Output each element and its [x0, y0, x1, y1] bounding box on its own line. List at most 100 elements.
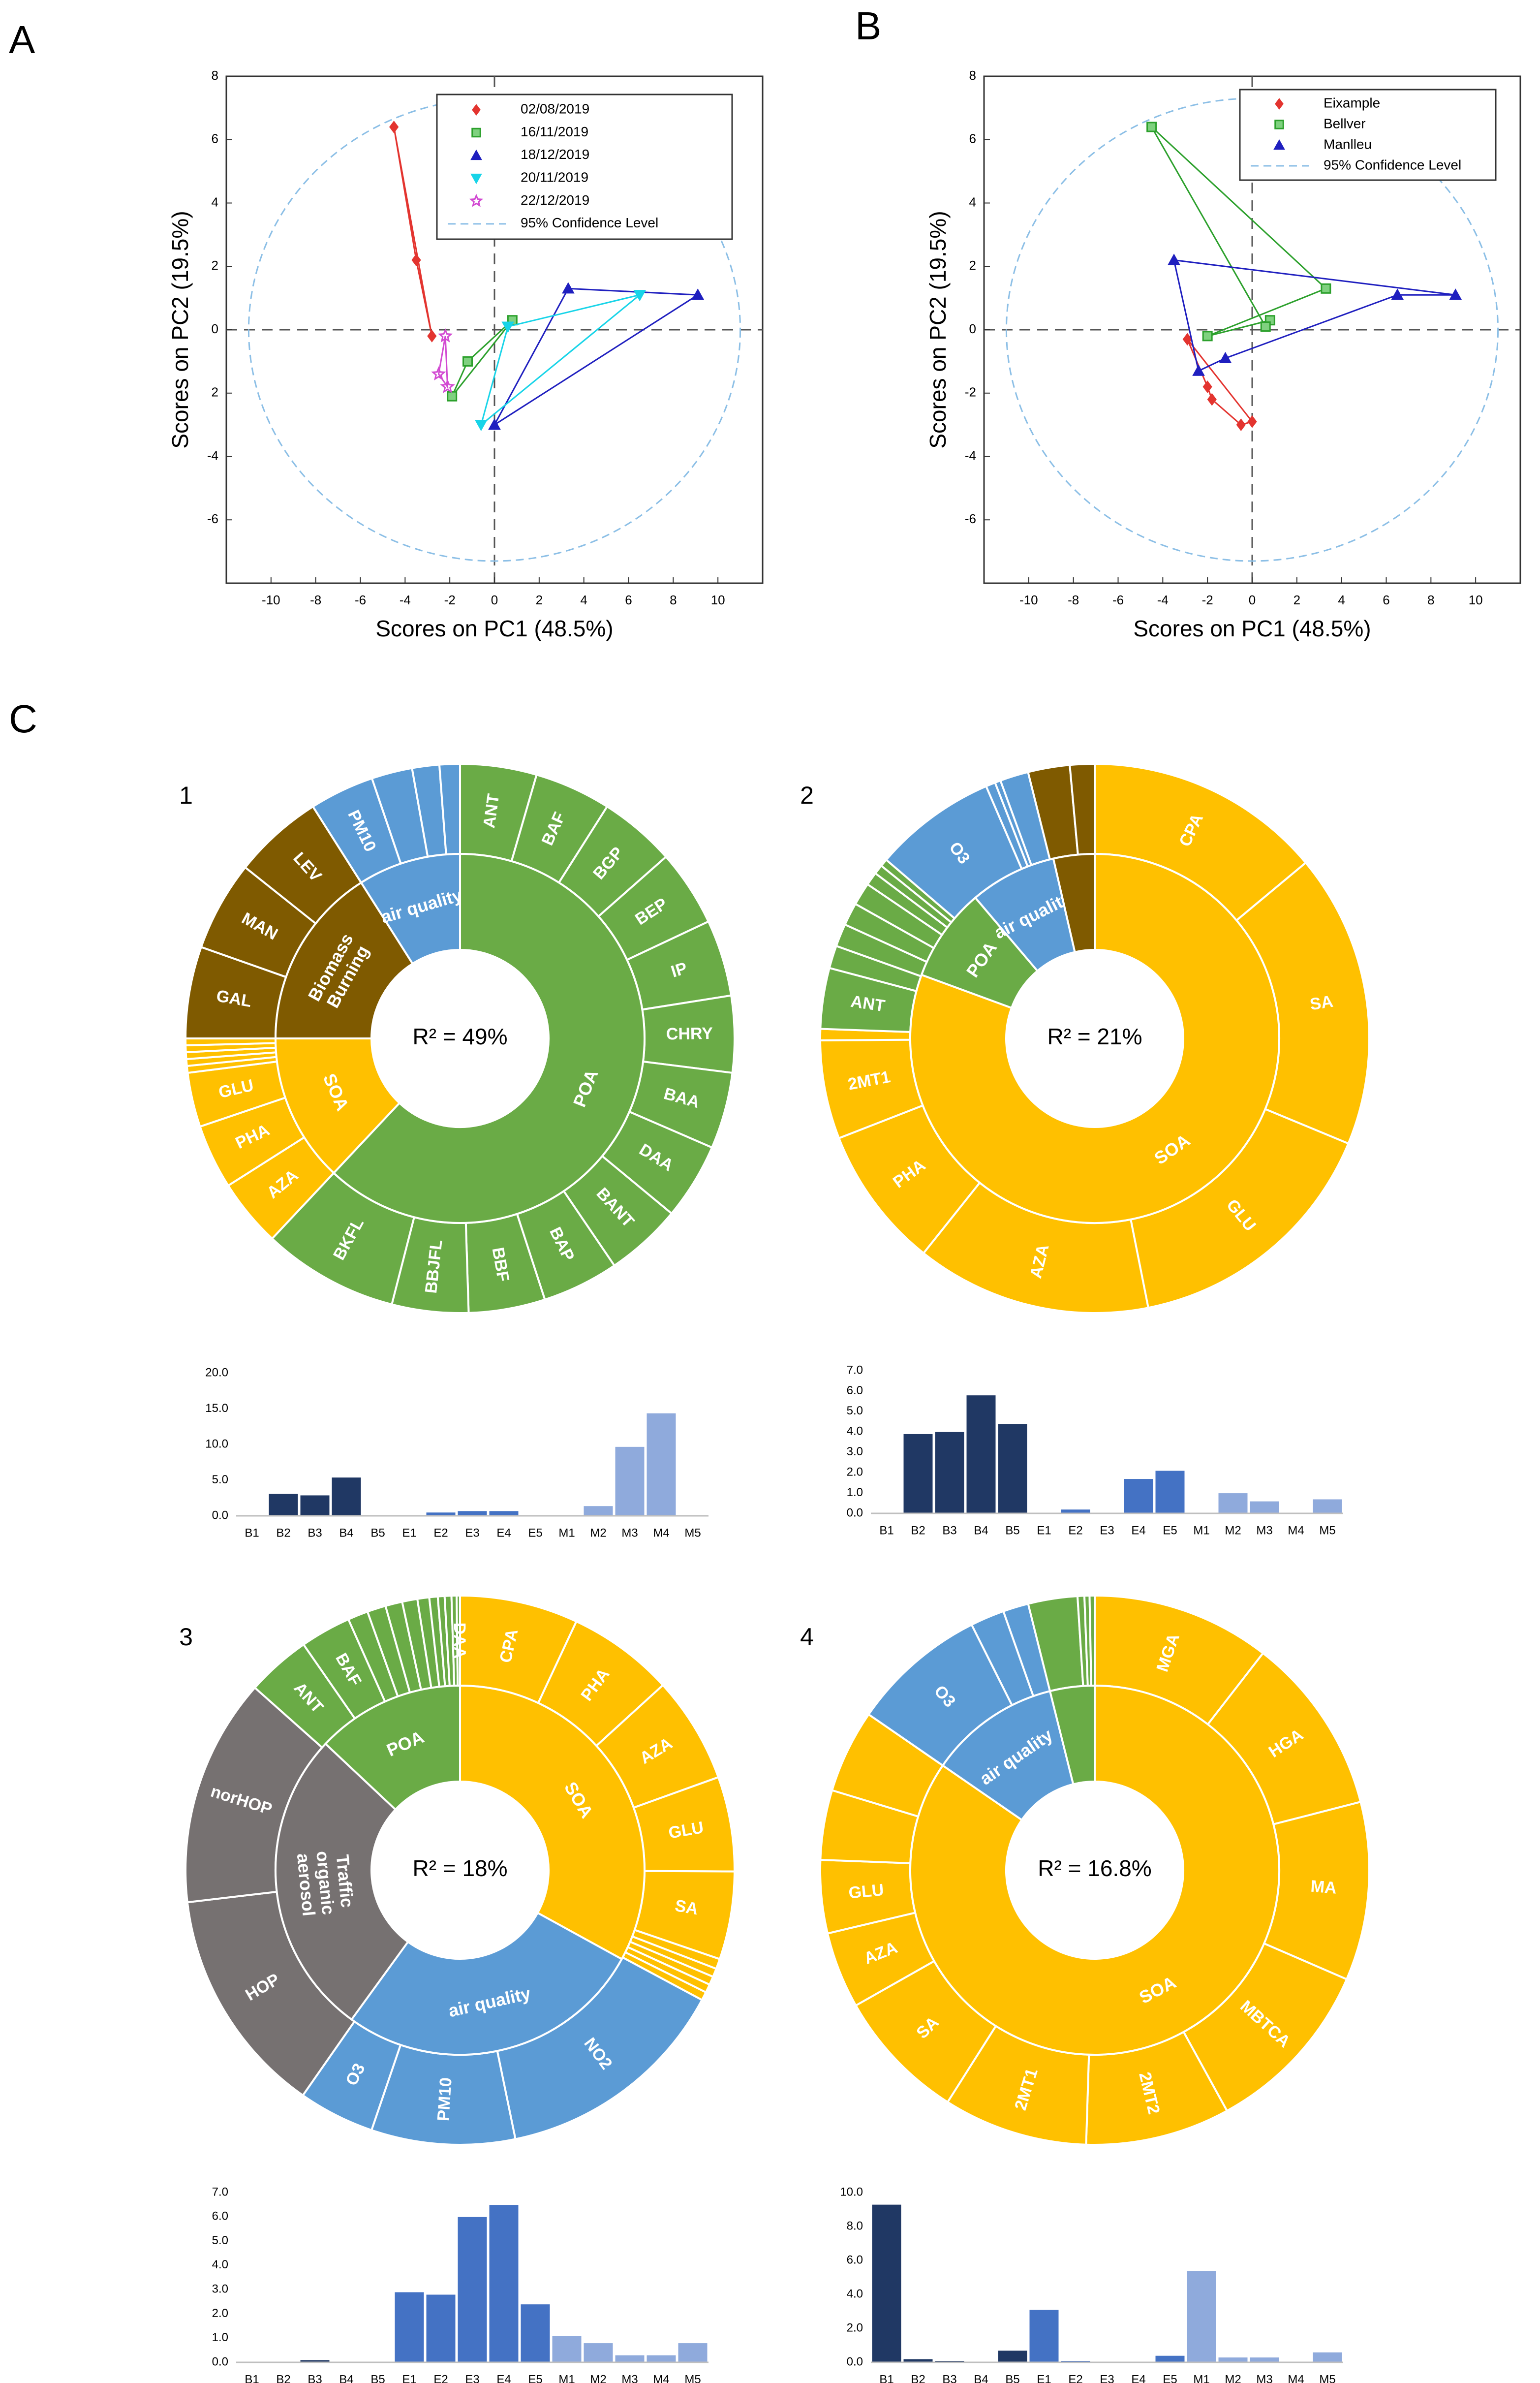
x-tick-label: -8 — [1068, 593, 1079, 607]
y-tick-label: 2 — [212, 385, 218, 400]
bar-chart-1: 0.0 5.0 10.0 15.0 20.0 B1 B2 B3 B4 B5 E1 E2 E3 E4 E5 M1… — [205, 1366, 708, 1539]
slice-label: SA — [1309, 992, 1334, 1014]
legend-label: 02/08/2019 — [521, 101, 589, 117]
bar-M2 — [1218, 2357, 1248, 2363]
x-tick-label: M5 — [1319, 2373, 1335, 2383]
y-tick-label: 8 — [212, 68, 218, 83]
x-tick-label: E2 — [433, 1526, 448, 1539]
marker-triangle — [1449, 288, 1462, 300]
bar-E3 — [457, 1510, 488, 1516]
marker-square — [447, 391, 458, 402]
bar-M2 — [583, 1505, 614, 1516]
legend-label: 18/12/2019 — [521, 147, 589, 162]
y-tick-label: 0.0 — [212, 2355, 228, 2368]
x-tick-label: 0 — [1249, 593, 1256, 607]
y-tick-label: 10.0 — [840, 2185, 863, 2198]
y-tick-label: 3.0 — [847, 1445, 863, 1458]
x-tick-label: B5 — [1005, 1524, 1019, 1537]
x-tick-label: M2 — [590, 1526, 606, 1539]
y-tick-label: 6.0 — [847, 2253, 863, 2266]
legend-label: 95% Confidence Level — [1324, 157, 1461, 172]
panel-label-b: B — [855, 4, 881, 48]
legend-box — [436, 94, 733, 240]
y-tick-label: 5.0 — [847, 1404, 863, 1417]
x-tick-label: E2 — [433, 2373, 448, 2383]
x-tick-label: E4 — [496, 1526, 511, 1539]
sunburst-1: ANT BAFBGPBEPIPCHRYBAADAABANTBAPBBFBBJFLB… — [179, 762, 736, 1314]
marker-star — [469, 193, 484, 207]
bar-M4 — [646, 2354, 677, 2363]
slice-label: GLU — [848, 1881, 885, 1903]
y-tick-label: 10.0 — [205, 1437, 228, 1450]
series-line — [1186, 339, 1254, 426]
y-tick-label: 5.0 — [212, 1473, 228, 1486]
x-tick-label: 6 — [1383, 593, 1389, 607]
y-tick-label: 4.0 — [212, 2258, 228, 2271]
x-tick-label: E1 — [1037, 2373, 1051, 2383]
center-text: R² = 49% — [412, 1024, 507, 1049]
x-tick-label: M2 — [590, 2373, 606, 2383]
bar-M5 — [1312, 2352, 1343, 2363]
x-tick-label: E1 — [402, 2373, 416, 2383]
y-tick-label: 6 — [969, 131, 976, 146]
x-tick-label: E5 — [1163, 2373, 1177, 2383]
bar-E5 — [520, 2304, 551, 2363]
sunburst-3: CPAPHAAZAGLUSANO2PM10O3HOPnorHOPANTBAFDA… — [179, 1594, 736, 2146]
x-tick-label: -6 — [355, 593, 366, 607]
x-tick-label: 10 — [1469, 593, 1483, 607]
center-text: R² = 16.8% — [1038, 1855, 1151, 1881]
marker-square — [1260, 321, 1271, 332]
sunburst-number: 3 — [179, 1623, 193, 1651]
slice-label-group: GLU — [848, 1881, 885, 1903]
marker-square — [1146, 122, 1157, 132]
series-Bellver — [1146, 122, 1331, 342]
y-tick-label: 5.0 — [212, 2234, 228, 2247]
y-tick-label: -4 — [965, 448, 976, 463]
series-02/08/2019 — [389, 121, 437, 343]
y-tick-label: 0.0 — [847, 2355, 863, 2368]
x-tick-label: E3 — [465, 1526, 479, 1539]
x-tick-label: E2 — [1068, 2373, 1082, 2383]
series-Manlleu — [1168, 253, 1462, 376]
series-20/11/2019 — [474, 290, 647, 432]
slice-label: SA — [674, 1896, 700, 1918]
series-Eixample — [1182, 333, 1257, 431]
legend-label: Manlleu — [1324, 136, 1372, 152]
series-line — [480, 294, 641, 426]
y-tick-label: -6 — [207, 511, 218, 526]
series-18/12/2019 — [488, 282, 705, 430]
bar-B2 — [903, 1433, 933, 1514]
sunburst-number: 2 — [800, 782, 814, 809]
y-tick-label: 2.0 — [847, 2321, 863, 2334]
bar-B5 — [997, 2350, 1028, 2363]
bar-B4 — [331, 1477, 362, 1516]
bar-E5 — [1155, 1470, 1185, 1514]
y-tick-label: 0.0 — [847, 1506, 863, 1519]
y-tick-label: 2 — [969, 258, 976, 273]
x-tick-label: M4 — [1288, 2373, 1304, 2383]
y-tick-label: -4 — [207, 448, 218, 463]
x-tick-label: -2 — [1202, 593, 1213, 607]
bar-E4 — [489, 1510, 519, 1516]
bar-B3 — [300, 1495, 330, 1516]
x-tick-label: E3 — [465, 2373, 479, 2383]
series-16/11/2019 — [447, 315, 518, 402]
y-tick-label: 2.0 — [847, 1465, 863, 1478]
x-tick-label: E4 — [1131, 1524, 1145, 1537]
slice-label-group: SA — [674, 1896, 700, 1918]
slice-label: CHRY — [666, 1024, 713, 1043]
marker-diamond — [1236, 418, 1246, 431]
sunburst-number: 1 — [179, 782, 193, 809]
slice-label: PM10 — [434, 2077, 456, 2122]
bar-E3 — [457, 2216, 488, 2363]
series-22/12/2019 — [431, 328, 455, 393]
donut-hole — [1006, 1782, 1183, 1959]
x-tick-label: B1 — [245, 2373, 259, 2383]
bar-M1 — [1186, 2270, 1217, 2363]
x-tick-label: -4 — [400, 593, 411, 607]
marker-triangle — [1273, 139, 1285, 150]
x-tick-label: B2 — [276, 2373, 290, 2383]
y-tick-label: -2 — [965, 385, 976, 400]
x-tick-label: B3 — [942, 2373, 956, 2383]
